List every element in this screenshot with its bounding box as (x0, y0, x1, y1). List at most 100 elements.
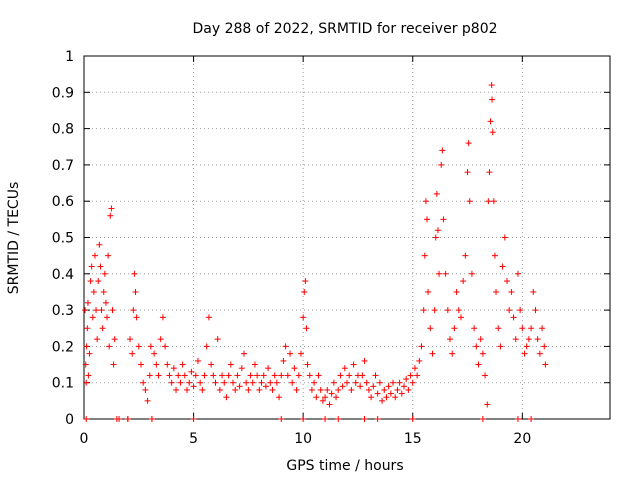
x-tick-label: 20 (513, 431, 531, 447)
data-point (306, 372, 313, 379)
data-point (230, 379, 237, 386)
data-point (260, 372, 267, 379)
data-point (91, 252, 98, 259)
data-point (506, 307, 513, 314)
data-point (151, 350, 158, 357)
data-point (361, 357, 368, 364)
data-point (324, 386, 331, 393)
x-axis-label: GPS time / hours (286, 458, 403, 474)
data-point (93, 307, 100, 314)
data-point (525, 336, 532, 343)
data-point (387, 390, 394, 397)
data-point (328, 390, 335, 397)
data-point (352, 379, 359, 386)
data-point (162, 343, 169, 350)
data-point (144, 397, 151, 404)
data-point (422, 198, 429, 205)
data-point (403, 376, 410, 383)
data-point (107, 212, 114, 219)
data-point (447, 336, 454, 343)
data-point (488, 82, 495, 89)
data-point (485, 198, 492, 205)
data-point (439, 147, 446, 154)
data-point (466, 198, 473, 205)
data-point (95, 278, 102, 285)
data-point (267, 379, 274, 386)
data-point (256, 386, 263, 393)
y-tick-label: 0.8 (52, 122, 74, 138)
data-point (245, 386, 252, 393)
x-tick-label: 0 (80, 431, 89, 447)
data-point (148, 416, 155, 422)
data-point (300, 416, 307, 422)
data-point (449, 350, 456, 357)
data-point (368, 394, 375, 401)
data-point (489, 129, 496, 136)
data-point (108, 205, 115, 212)
data-point (453, 288, 460, 295)
data-point (153, 361, 160, 368)
data-point (346, 372, 353, 379)
data-point (462, 252, 469, 259)
data-point (98, 307, 105, 314)
data-point (293, 386, 300, 393)
data-point (159, 314, 166, 321)
data-point (271, 372, 278, 379)
data-point (142, 386, 149, 393)
data-point (88, 263, 95, 270)
data-point (186, 379, 193, 386)
data-point (254, 372, 261, 379)
data-point (317, 386, 324, 393)
data-point (541, 343, 548, 350)
data-point (432, 234, 439, 241)
data-point (127, 336, 134, 343)
data-point (339, 383, 346, 390)
data-point (400, 383, 407, 390)
data-point (135, 343, 142, 350)
data-point (90, 288, 97, 295)
data-point (414, 372, 421, 379)
data-point (438, 161, 445, 168)
data-point (503, 278, 510, 285)
axis-ticks: 00.10.20.30.40.50.60.70.80.910 5 10 15 20 (52, 49, 610, 447)
data-point (133, 314, 140, 321)
y-tick-label: 0.7 (52, 158, 74, 174)
data-point (282, 343, 289, 350)
data-point (236, 383, 243, 390)
x-tick-label: 10 (294, 431, 312, 447)
data-point (484, 401, 491, 408)
data-point (341, 365, 348, 372)
data-point (302, 278, 309, 285)
data-point (205, 314, 212, 321)
data-point (287, 350, 294, 357)
data-point (131, 270, 138, 277)
data-point (396, 379, 403, 386)
data-point (493, 288, 500, 295)
data-point (405, 386, 412, 393)
data-point (383, 394, 390, 401)
y-tick-label: 1 (65, 49, 74, 65)
data-point (394, 386, 401, 393)
data-point (221, 379, 228, 386)
data-point (175, 372, 182, 379)
data-point (234, 372, 241, 379)
data-point (534, 336, 541, 343)
data-point (96, 241, 103, 248)
data-point (303, 325, 310, 332)
x-tick-label: 5 (189, 431, 198, 447)
data-point (201, 372, 208, 379)
data-point (407, 372, 414, 379)
data-point (251, 361, 258, 368)
data-point (99, 325, 106, 332)
data-point (434, 227, 441, 234)
data-point (425, 288, 432, 295)
data-point (460, 278, 467, 285)
data-point (190, 416, 197, 422)
data-point (427, 325, 434, 332)
data-point (409, 416, 416, 422)
data-point (532, 307, 539, 314)
data-point (276, 394, 283, 401)
data-point (232, 386, 239, 393)
data-point (464, 169, 471, 176)
data-point (304, 361, 311, 368)
